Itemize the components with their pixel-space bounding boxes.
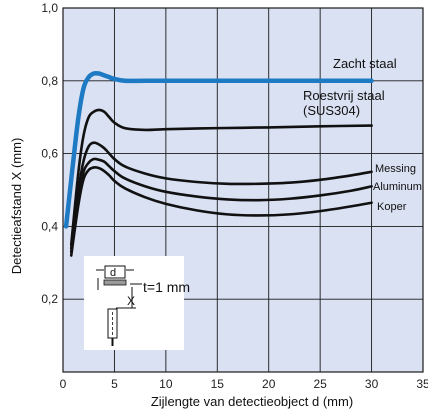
series-line-koper — [69, 166, 373, 257]
series-label-roestvrij-staal-sus304: (SUS304) — [303, 103, 360, 118]
x-tick-label: 30 — [365, 377, 379, 391]
x-tick-label: 25 — [313, 377, 327, 391]
y-tick-labels: 0,2 0,4 0,6 0,8 1,0 — [41, 1, 58, 306]
x-tick-label: 0 — [60, 377, 67, 391]
series-line-zacht-staal — [63, 70, 374, 229]
series-line-messing — [69, 141, 373, 250]
series-lines — [63, 70, 374, 257]
x-axis-label: Zijlengte van detectieobject d (mm) — [151, 394, 353, 409]
y-tick-label: 0,6 — [41, 147, 58, 161]
d-label: d — [110, 267, 116, 279]
y-tick-label: 0,2 — [41, 292, 58, 306]
series-label-messing: Messing — [375, 163, 416, 175]
y-tick-label: 0,8 — [41, 74, 58, 88]
series-labels: Zacht staal Roestvrij staal(SUS304) Messin… — [303, 56, 422, 213]
x-tick-label: 15 — [211, 377, 225, 391]
x-tick-label: 5 — [111, 377, 118, 391]
series-label-zacht-staal: Zacht staal — [333, 56, 397, 71]
y-axis-label: Detectieafstand X (mm) — [9, 138, 24, 275]
y-tick-label: 0,4 — [41, 219, 58, 233]
target-plate — [103, 279, 127, 286]
thickness-label: t=1 mm — [143, 279, 190, 295]
x-tick-label: 35 — [416, 377, 428, 391]
series-label-koper: Koper — [377, 201, 407, 213]
inset-background — [84, 256, 184, 350]
series-label-aluminum: Aluminum — [373, 181, 422, 193]
x-tick-label: 20 — [262, 377, 276, 391]
series-line-aluminum — [69, 157, 373, 254]
x-tick-label: 10 — [159, 377, 173, 391]
series-label-roestvrij-staal-sus304: Roestvrij staal — [303, 88, 385, 103]
series-line-roestvrij-staal-sus304 — [69, 108, 373, 246]
sensor-target-diagram: d t=1 mm X — [84, 256, 190, 350]
x-distance-label: X — [127, 294, 135, 308]
d-dimension-box — [104, 265, 126, 279]
y-tick-label: 1,0 — [41, 1, 58, 15]
x-tick-labels: 0 5 10 15 20 25 30 35 — [60, 377, 428, 391]
